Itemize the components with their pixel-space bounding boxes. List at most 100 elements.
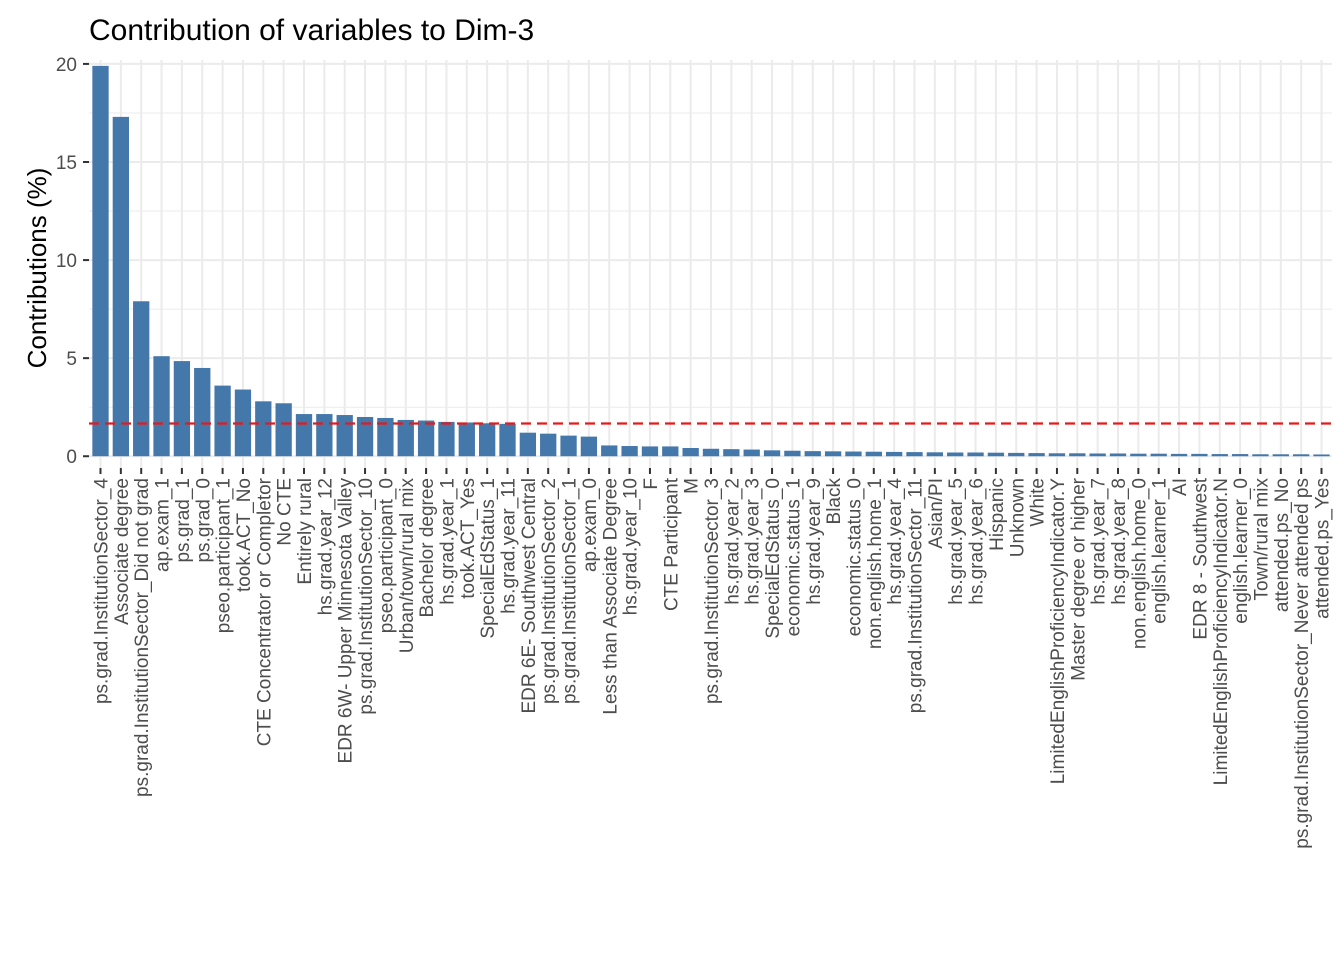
x-tick-label: Associate degree (112, 478, 133, 625)
bar (1150, 453, 1167, 457)
bars (92, 65, 1330, 457)
bar (1109, 453, 1127, 457)
x-tick-label: hs.grad.year_7 (1089, 478, 1110, 605)
x-tick-label: ps.grad_1 (173, 478, 194, 563)
x-tick-label: SpecialEdStatus_1 (478, 478, 499, 639)
bar (824, 451, 842, 457)
x-tick-label: took.ACT_No (234, 478, 255, 592)
bar (743, 449, 760, 457)
x-tick-label: White (1028, 478, 1049, 527)
bar (499, 423, 516, 457)
bar (316, 414, 333, 457)
bar (1191, 453, 1208, 457)
bar (641, 446, 659, 457)
x-tick-label: LimitedEnglishProficiencyIndicator.Y (1048, 478, 1069, 785)
bar (906, 452, 923, 457)
bar (1130, 453, 1147, 457)
x-tick-label: attended.ps_Yes (1313, 478, 1334, 619)
y-axis-title: Contributions (%) (22, 168, 52, 369)
y-tick-label: 15 (56, 153, 77, 174)
bar (601, 445, 618, 457)
x-tick-label: hs.grad.year_5 (946, 478, 967, 605)
bar (356, 417, 374, 457)
y-axis: 0 5 10 15 20 (56, 55, 89, 468)
x-tick-label: non.english.home_1 (865, 478, 886, 649)
bar (1028, 453, 1045, 457)
x-tick-label: hs.grad.year_8 (1109, 478, 1130, 605)
bar (804, 451, 821, 457)
x-tick-label: EDR 6W- Upper Minnesota Valley (336, 478, 357, 764)
x-tick-label: took.ACT_Yes (458, 478, 479, 599)
x-tick-label: economic.status_1 (783, 478, 804, 636)
x-tick-label: hs.grad.year_6 (967, 478, 988, 605)
x-tick-label: ps.grad.InstitutionSector_10 (356, 478, 377, 715)
bar (194, 367, 211, 457)
x-tick-label: english.learner_1 (1150, 478, 1171, 624)
x-tick-label: CTE Concentrator or Completor (254, 477, 275, 746)
bar (336, 415, 353, 457)
bar (1252, 454, 1269, 457)
y-tick-label: 0 (66, 447, 77, 468)
bar (275, 403, 292, 457)
x-tick-label: LimitedEnglishProficiencyIndicator.N (1211, 478, 1232, 785)
y-tick-label: 20 (56, 55, 77, 76)
x-tick-label: ps.grad.InstitutionSector_3 (702, 478, 723, 704)
bar (621, 446, 638, 457)
bar (784, 450, 801, 457)
bar (580, 436, 598, 457)
bar (1313, 454, 1330, 457)
bar (662, 446, 679, 457)
x-tick-label: Urban/town/rural mix (397, 478, 418, 654)
x-tick-label: hs.grad.year_2 (722, 478, 743, 605)
bar (865, 451, 882, 457)
bar (458, 422, 475, 457)
bar (377, 417, 394, 457)
bar (1272, 454, 1289, 457)
bar (886, 451, 903, 457)
x-tick-label: ps.grad.InstitutionSector_2 (539, 478, 560, 704)
x-tick-label: hs.grad.year_3 (743, 478, 764, 605)
bar (1170, 453, 1188, 457)
bar (519, 432, 536, 457)
x-tick-label: ap.exam_1 (153, 478, 174, 572)
bar (987, 452, 1005, 457)
x-axis: ps.grad.InstitutionSector_4 Associate deg… (92, 468, 1334, 849)
x-tick-label: ps.grad.InstitutionSector_1 (560, 478, 581, 704)
bar (1231, 454, 1249, 457)
x-tick-label: Town/rural mix (1251, 478, 1272, 601)
bar (702, 448, 720, 457)
x-tick-label: EDR 6E- Southwest Central (519, 478, 540, 714)
x-tick-label: hs.grad.year_10 (621, 478, 642, 615)
x-tick-label: Less than Associate Degree (600, 478, 621, 715)
bar (255, 401, 272, 457)
bar (397, 419, 414, 457)
bar (540, 433, 557, 457)
bar (1211, 454, 1228, 457)
bar (1048, 453, 1066, 457)
x-tick-label: hs.grad.year_1 (437, 478, 458, 605)
x-tick-label: CTE Participant (661, 477, 682, 611)
x-tick-label: Bachelor degree (417, 478, 438, 617)
bar (1008, 452, 1025, 457)
bar (723, 449, 740, 457)
bar (967, 452, 984, 457)
x-tick-label: M (682, 478, 703, 494)
bar (295, 414, 313, 457)
bar (947, 452, 964, 457)
x-tick-label: EDR 8 - Southwest (1190, 477, 1211, 639)
bar (560, 435, 577, 457)
x-tick-label: pseo.participant_0 (376, 478, 397, 633)
bar (479, 423, 496, 457)
x-tick-label: hs.grad.year_4 (885, 478, 906, 605)
x-tick-label: attended.ps_No (1272, 478, 1293, 612)
bar (133, 301, 150, 457)
x-tick-label: ps.grad.InstitutionSector_Did not grad (132, 478, 153, 797)
bar (1089, 453, 1106, 457)
x-tick-label: ps.grad.InstitutionSector_Never attended… (1292, 478, 1313, 849)
bar (926, 452, 943, 457)
bar (682, 447, 699, 457)
x-tick-label: hs.grad.year_12 (315, 478, 336, 615)
x-tick-label: F (641, 478, 662, 490)
